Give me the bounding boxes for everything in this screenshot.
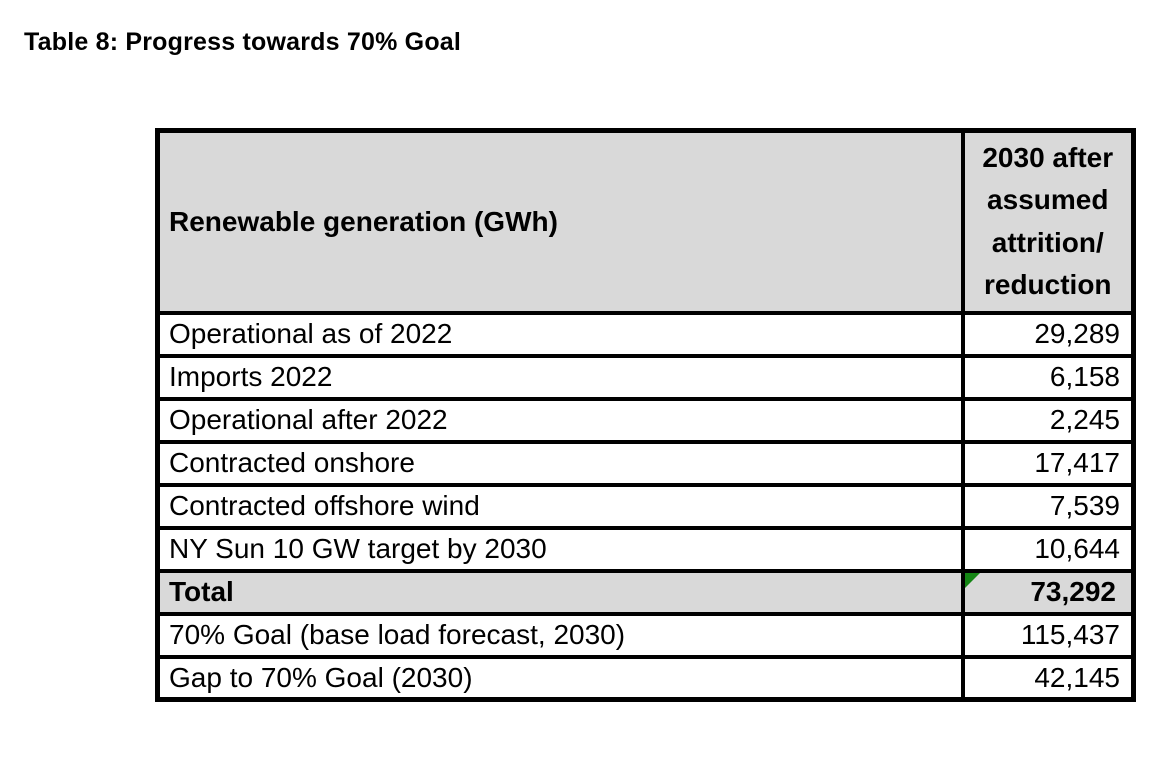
row-value: 2,245 [960,396,1136,444]
table-row: Imports 2022 6,158 [155,353,1136,401]
total-value-text: 73,292 [1030,576,1116,607]
row-value: 17,417 [960,439,1136,487]
row-label: Contracted offshore wind [155,482,965,530]
renewable-generation-table: Renewable generation (GWh) 2030 after as… [155,128,1136,702]
table-header-row: Renewable generation (GWh) 2030 after as… [155,128,1136,315]
row-label: Operational as of 2022 [155,310,965,358]
table-row: Contracted onshore 17,417 [155,439,1136,487]
table-row-total: Total 73,292 [155,568,1136,616]
table-caption: Table 8: Progress towards 70% Goal [24,28,462,56]
table-row: 70% Goal (base load forecast, 2030) 115,… [155,611,1136,659]
column-header-renewable-generation: Renewable generation (GWh) [155,128,965,315]
total-row-label: Total [155,568,965,616]
row-label: Gap to 70% Goal (2030) [155,654,965,702]
table-row: Contracted offshore wind 7,539 [155,482,1136,530]
row-label: Imports 2022 [155,353,965,401]
row-label: 70% Goal (base load forecast, 2030) [155,611,965,659]
table-row: Operational after 2022 2,245 [155,396,1136,444]
row-label: NY Sun 10 GW target by 2030 [155,525,965,573]
row-value: 42,145 [960,654,1136,702]
total-row-value: 73,292 [960,568,1136,616]
table-row: Operational as of 2022 29,289 [155,310,1136,358]
row-label: Operational after 2022 [155,396,965,444]
row-value: 29,289 [960,310,1136,358]
cell-flag-triangle-icon [966,574,980,588]
table-row: Gap to 70% Goal (2030) 42,145 [155,654,1136,702]
row-value: 115,437 [960,611,1136,659]
column-header-2030-after-attrition: 2030 after assumed attrition/ reduction [960,128,1136,315]
row-label: Contracted onshore [155,439,965,487]
row-value: 10,644 [960,525,1136,573]
table-row: NY Sun 10 GW target by 2030 10,644 [155,525,1136,573]
row-value: 7,539 [960,482,1136,530]
row-value: 6,158 [960,353,1136,401]
